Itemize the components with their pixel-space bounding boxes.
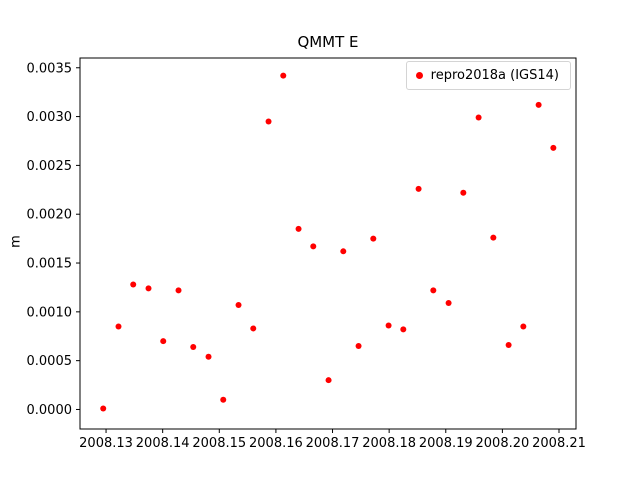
y-tick-label: 0.0020 [27, 208, 73, 223]
chart-title: QMMT E [297, 33, 359, 51]
data-point [400, 326, 407, 333]
y-tick-label: 0.0030 [27, 110, 73, 125]
legend: repro2018a (IGS14) [405, 61, 571, 90]
data-point [250, 325, 257, 332]
y-tick-label: 0.0025 [27, 159, 73, 174]
data-point [220, 396, 227, 403]
data-point [235, 302, 242, 309]
data-point [280, 72, 287, 79]
data-point [325, 377, 332, 384]
data-point [415, 185, 422, 192]
data-point [295, 225, 302, 232]
data-point [445, 300, 452, 307]
x-tick-label: 2008.16 [249, 436, 303, 451]
y-tick-label: 0.0035 [27, 61, 73, 76]
y-axis-label: m [8, 235, 24, 248]
data-point [505, 342, 512, 349]
data-point [460, 189, 467, 196]
data-point [115, 323, 122, 330]
data-point [130, 281, 137, 288]
data-point [385, 322, 392, 329]
x-tick-label: 2008.21 [532, 436, 586, 451]
y-tick-label: 0.0005 [27, 354, 73, 369]
data-point [190, 343, 197, 350]
data-point [205, 353, 212, 360]
y-tick-label: 0.0010 [27, 305, 73, 320]
legend-label: repro2018a (IGS14) [430, 68, 559, 83]
axes-frame [79, 57, 577, 430]
data-point [370, 235, 377, 242]
data-point [175, 287, 182, 294]
data-point [550, 144, 557, 151]
data-point [340, 248, 347, 255]
x-tick-label: 2008.17 [306, 436, 360, 451]
x-tick-label: 2008.15 [192, 436, 246, 451]
data-point [490, 234, 497, 241]
data-point [100, 405, 107, 412]
data-point [430, 287, 437, 294]
x-tick-label: 2008.13 [79, 436, 133, 451]
x-tick-label: 2008.19 [419, 436, 473, 451]
data-point [160, 338, 167, 345]
data-point [310, 243, 317, 250]
x-tick-label: 2008.18 [362, 436, 416, 451]
y-tick-label: 0.0015 [27, 257, 73, 272]
x-tick-label: 2008.14 [136, 436, 190, 451]
data-point [265, 118, 272, 125]
data-point [355, 343, 362, 350]
data-point [535, 101, 542, 108]
data-point [520, 323, 527, 330]
y-tick-label: 0.0000 [27, 403, 73, 418]
data-point [145, 285, 152, 292]
legend-marker-icon [415, 72, 423, 79]
x-tick-label: 2008.20 [476, 436, 530, 451]
data-point [475, 114, 482, 121]
